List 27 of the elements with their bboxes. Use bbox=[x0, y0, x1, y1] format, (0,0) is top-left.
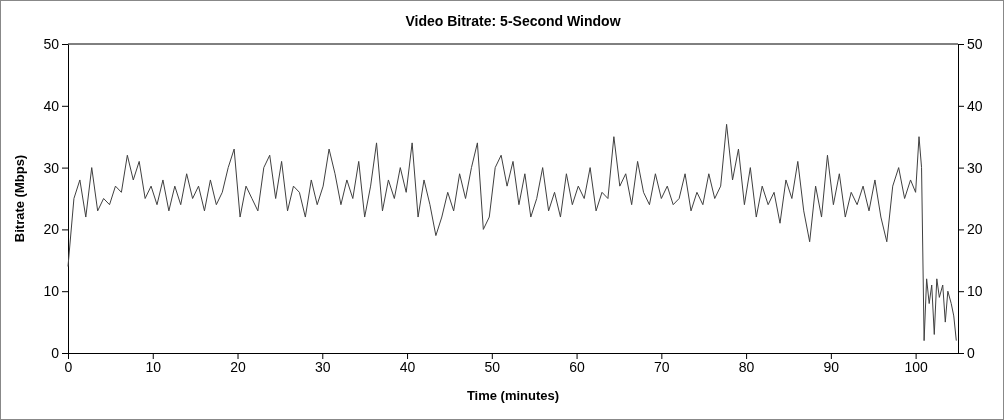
y-tick-label: 0 bbox=[51, 344, 60, 361]
x-tick-label: 90 bbox=[823, 358, 840, 375]
y2-tick-label: 10 bbox=[967, 283, 983, 300]
x-tick-label: 40 bbox=[399, 358, 416, 375]
x-tick-label: 50 bbox=[484, 358, 501, 375]
y2-tick-label: 30 bbox=[967, 159, 983, 176]
y2-tick-label: 40 bbox=[967, 97, 983, 114]
line-series bbox=[67, 123, 957, 342]
x-tick-label: 0 bbox=[64, 358, 73, 375]
y-tick-label: 20 bbox=[43, 221, 60, 238]
y2-tick-label: 0 bbox=[967, 344, 975, 361]
x-tick-label: 10 bbox=[145, 358, 162, 375]
y-tick-label: 50 bbox=[43, 35, 60, 52]
x-tick-label: 20 bbox=[230, 358, 247, 375]
x-tick-label: 80 bbox=[738, 358, 755, 375]
y-tick-label: 10 bbox=[43, 283, 60, 300]
y-axis-title: Bitrate (Mbps) bbox=[12, 154, 27, 243]
chart-title: Video Bitrate: 5-Second Window bbox=[405, 13, 621, 29]
x-tick-label: 30 bbox=[315, 358, 331, 375]
y-tick-label: 40 bbox=[43, 97, 60, 114]
x-tick-label: 60 bbox=[569, 358, 586, 375]
x-tick-label: 100 bbox=[904, 358, 929, 375]
y-tick-label: 30 bbox=[43, 159, 60, 176]
x-tick-label: 70 bbox=[654, 358, 670, 375]
y2-tick-label: 50 bbox=[967, 35, 983, 52]
y2-tick-label: 20 bbox=[967, 221, 983, 238]
x-axis-title: Time (minutes) bbox=[466, 388, 560, 403]
